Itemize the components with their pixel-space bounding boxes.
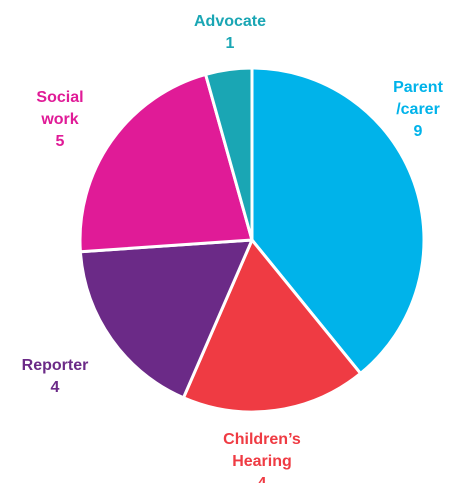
- pie-slice: [181, 238, 363, 414]
- label-line: Hearing: [232, 453, 292, 470]
- slice-label: Reporter: [22, 357, 89, 374]
- label-line: work: [40, 111, 78, 128]
- pie-slice: [204, 66, 254, 242]
- label-line: Children’s: [223, 431, 301, 448]
- slice-label: Social work: [36, 89, 83, 128]
- label-line: Reporter: [22, 357, 89, 374]
- value-label: 4: [51, 379, 60, 396]
- slice-label: Parent/carer: [393, 79, 443, 118]
- label-line: Social: [36, 89, 83, 106]
- value-label: 1: [226, 35, 235, 52]
- value-label: 5: [56, 133, 65, 150]
- value-label: 9: [414, 123, 423, 140]
- pie-slice: [78, 72, 254, 254]
- pie-slice: [250, 66, 426, 375]
- slice-label: Children’s Hearing: [223, 431, 301, 470]
- label-line: Parent: [393, 79, 443, 96]
- slice-label: Advocate: [194, 13, 266, 30]
- label-line: /carer: [396, 101, 440, 118]
- label-line: Advocate: [194, 13, 266, 30]
- value-label: 4: [258, 475, 267, 483]
- pie-slice: [78, 238, 254, 400]
